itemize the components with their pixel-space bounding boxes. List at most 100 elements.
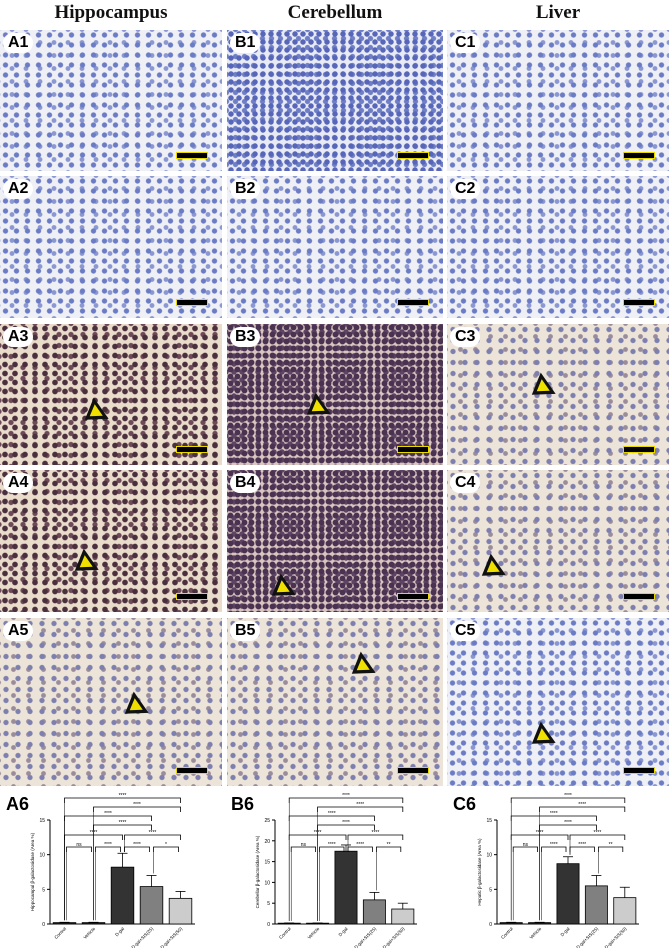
x-tick-label: D-gal xyxy=(114,926,125,937)
chart-svg: 0 5 10 15 20 25 Cerebellar β-galactosidase (Ar… xyxy=(255,793,417,948)
x-tick-label: Control xyxy=(53,926,67,940)
micrograph-c2: C2 xyxy=(447,176,669,318)
x-tick-label: Vehicle xyxy=(82,926,96,940)
significance-bracket xyxy=(124,846,150,852)
significance-bracket xyxy=(95,846,121,852)
chart-svg: 0 5 10 15 Hepatic β-galactosidase (Area %) Co… xyxy=(477,793,639,948)
micrograph-a2: A2 xyxy=(0,176,222,318)
significance-bracket xyxy=(290,846,316,852)
chart-panel-label: C6 xyxy=(453,794,477,814)
significance-label: ns xyxy=(76,842,82,848)
micrograph-c3: C3 xyxy=(447,324,669,465)
significance-label: **** xyxy=(372,830,380,836)
scale-bar xyxy=(397,593,429,600)
significance-label: **** xyxy=(328,811,336,817)
scale-bar xyxy=(176,152,208,159)
panel-label: C5 xyxy=(450,621,481,641)
chart-panel-label: B6 xyxy=(231,794,255,814)
scale-bar xyxy=(176,767,208,774)
significance-bracket xyxy=(598,846,624,852)
significance-bracket xyxy=(569,834,626,840)
significance-label: ** xyxy=(387,842,391,848)
panel-label: A4 xyxy=(3,473,34,493)
panel-label: C1 xyxy=(450,33,481,53)
arrowhead-icon xyxy=(344,651,376,685)
micrograph-b3: B3 xyxy=(227,324,443,465)
x-tick-label: Vehicle xyxy=(529,926,543,940)
x-tick-label: D-gal xyxy=(338,926,349,937)
significance-label: **** xyxy=(564,820,572,826)
y-tick-label: 20 xyxy=(264,839,270,845)
significance-label: **** xyxy=(594,830,602,836)
significance-bracket xyxy=(512,846,538,852)
bar-4 xyxy=(613,897,637,925)
scale-bar xyxy=(623,152,655,159)
significance-label: ** xyxy=(609,842,613,848)
micrograph-c1: C1 xyxy=(447,30,669,171)
significance-label: **** xyxy=(342,793,350,799)
panel-label: B4 xyxy=(230,473,261,493)
y-tick-label: 15 xyxy=(264,860,270,866)
micrograph-b2: B2 xyxy=(227,176,443,318)
scale-bar xyxy=(176,593,208,600)
significance-label: **** xyxy=(578,842,586,848)
bar-1 xyxy=(528,922,552,925)
bar-2 xyxy=(334,850,358,925)
panel-label: B3 xyxy=(230,327,261,347)
bar-0 xyxy=(499,922,523,925)
bar-2 xyxy=(556,863,580,925)
bar-3 xyxy=(139,886,164,925)
micrograph-c4: C4 xyxy=(447,470,669,612)
significance-label: **** xyxy=(342,820,350,826)
significance-label: **** xyxy=(133,842,141,848)
significance-label: **** xyxy=(356,802,364,808)
arrowhead-icon xyxy=(67,548,99,582)
bar-chart-b6: B6 0 5 10 15 20 25 Cerebellar β-galactosidase (… xyxy=(225,790,447,948)
significance-bracket xyxy=(66,846,92,852)
micrograph-b1: B1 xyxy=(227,30,443,171)
x-tick-label: D-gal+SIS(50) xyxy=(382,926,406,948)
x-tick-label: D-gal+SIS(25) xyxy=(130,926,154,948)
significance-label: **** xyxy=(356,842,364,848)
micrograph-b5: B5 xyxy=(227,618,443,786)
significance-label: * xyxy=(165,842,167,848)
x-tick-label: Control xyxy=(278,926,292,940)
column-header-hippocampus: Hippocampus xyxy=(54,2,168,23)
panel-label: B1 xyxy=(230,33,261,53)
significance-label: **** xyxy=(90,830,98,836)
y-axis-label: Cerebellar β-galactosidase (Area %) xyxy=(255,835,260,908)
column-header-cerebellum: Cerebellum xyxy=(287,2,383,23)
x-tick-label: D-gal+SIS(25) xyxy=(575,926,599,948)
bar-3 xyxy=(584,885,608,925)
significance-bracket xyxy=(317,824,375,830)
scale-bar xyxy=(176,446,208,453)
bar-chart-a6: A6 0 5 10 15 Hippocampal β-galactosidase (Are… xyxy=(0,790,225,948)
y-tick-label: 5 xyxy=(267,901,270,907)
significance-label: ns xyxy=(523,842,529,848)
arrowhead-icon xyxy=(524,721,556,755)
significance-label: **** xyxy=(133,802,141,808)
column-header-liver: Liver xyxy=(535,2,581,23)
significance-bracket xyxy=(93,824,152,830)
bar-chart-c6: C6 0 5 10 15 Hepatic β-galactosidase (Area %)… xyxy=(447,790,669,948)
micrograph-a1: A1 xyxy=(0,30,222,171)
y-tick-label: 10 xyxy=(39,853,45,859)
y-tick-label: 0 xyxy=(42,922,45,928)
x-tick-label: Vehicle xyxy=(307,926,321,940)
bar-4 xyxy=(391,908,415,925)
scale-bar xyxy=(623,299,655,306)
significance-bracket xyxy=(539,806,626,812)
y-tick-label: 5 xyxy=(489,887,492,893)
scale-bar xyxy=(623,446,655,453)
significance-bracket xyxy=(64,815,152,821)
significance-label: **** xyxy=(314,830,322,836)
arrowhead-icon xyxy=(77,397,109,431)
significance-bracket xyxy=(510,797,626,803)
bar-3 xyxy=(362,899,386,925)
arrowhead-icon xyxy=(117,691,149,725)
panel-label: A5 xyxy=(3,621,34,641)
micrograph-c5: C5 xyxy=(447,618,669,786)
panel-label: A3 xyxy=(3,327,34,347)
bar-4 xyxy=(168,897,193,925)
significance-bracket xyxy=(288,797,404,803)
